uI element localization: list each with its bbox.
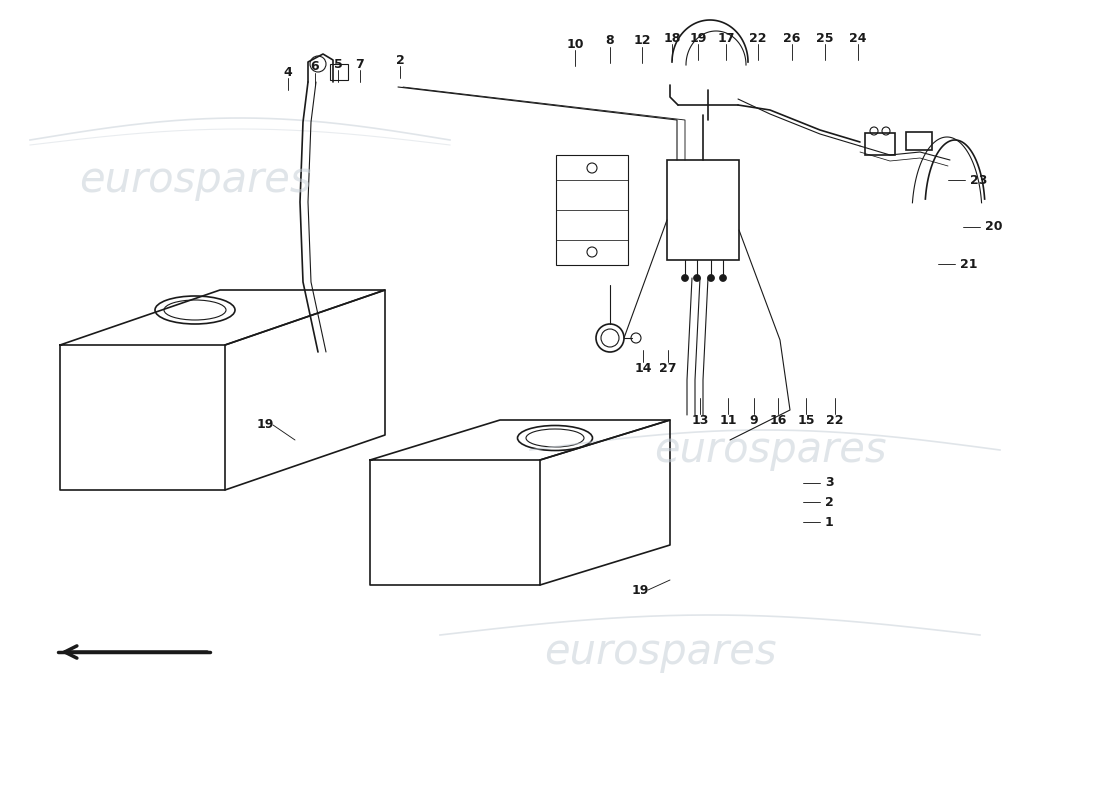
- Text: 6: 6: [310, 61, 319, 74]
- Text: 15: 15: [798, 414, 815, 426]
- Text: eurospares: eurospares: [653, 429, 887, 471]
- Text: 3: 3: [825, 477, 834, 490]
- Text: 22: 22: [749, 31, 767, 45]
- Text: 19: 19: [631, 583, 649, 597]
- FancyBboxPatch shape: [330, 64, 348, 80]
- Circle shape: [719, 274, 726, 282]
- Text: 8: 8: [606, 34, 614, 47]
- Text: 20: 20: [984, 221, 1002, 234]
- Circle shape: [682, 274, 689, 282]
- Text: 22: 22: [826, 414, 844, 426]
- Text: 13: 13: [691, 414, 708, 426]
- Text: 26: 26: [783, 31, 801, 45]
- Text: 5: 5: [333, 58, 342, 70]
- Text: eurospares: eurospares: [543, 631, 777, 673]
- Text: 4: 4: [284, 66, 293, 78]
- Text: 19: 19: [690, 31, 706, 45]
- FancyBboxPatch shape: [667, 160, 739, 260]
- Text: 7: 7: [355, 58, 364, 70]
- FancyBboxPatch shape: [865, 133, 895, 155]
- Text: 27: 27: [659, 362, 676, 374]
- Text: 2: 2: [825, 495, 834, 509]
- Text: 12: 12: [634, 34, 651, 47]
- Text: 14: 14: [635, 362, 651, 374]
- Text: 1: 1: [825, 515, 834, 529]
- Text: 11: 11: [719, 414, 737, 426]
- Text: 23: 23: [970, 174, 988, 186]
- Text: 18: 18: [663, 31, 681, 45]
- FancyBboxPatch shape: [906, 132, 932, 150]
- Text: 24: 24: [849, 31, 867, 45]
- Text: 9: 9: [750, 414, 758, 426]
- Text: eurospares: eurospares: [79, 159, 311, 201]
- Text: 17: 17: [717, 31, 735, 45]
- Text: 16: 16: [769, 414, 786, 426]
- FancyBboxPatch shape: [556, 155, 628, 265]
- Circle shape: [707, 274, 715, 282]
- Text: 21: 21: [960, 258, 978, 270]
- Circle shape: [693, 274, 701, 282]
- Text: 10: 10: [566, 38, 584, 50]
- Text: 25: 25: [816, 31, 834, 45]
- Text: 19: 19: [256, 418, 274, 431]
- Text: 2: 2: [396, 54, 405, 66]
